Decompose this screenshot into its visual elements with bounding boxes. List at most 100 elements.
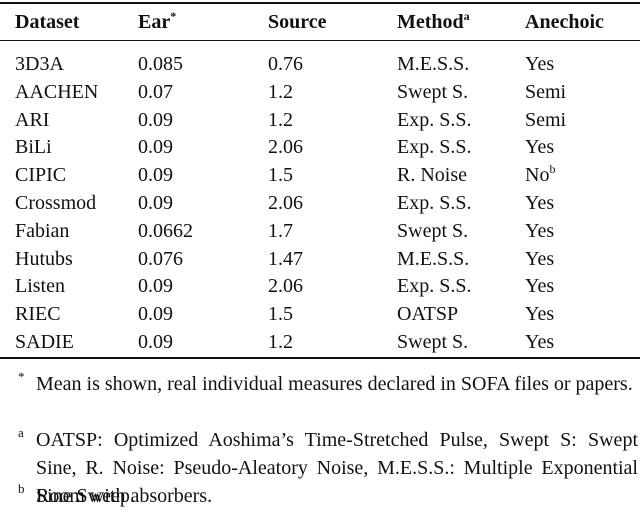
table-cell: 1.5 [268, 163, 293, 187]
table-cell: 1.2 [268, 108, 293, 132]
cell-text: 2.06 [268, 192, 303, 214]
table-cell: 0.09 [138, 108, 173, 132]
superscript: b [549, 162, 556, 177]
cell-text: 0.07 [138, 80, 173, 103]
footnote-mark: * [18, 369, 25, 384]
cell-text: Swept S. [397, 331, 469, 353]
cell-text: Ear [138, 11, 171, 33]
header-cell: Source [268, 10, 327, 34]
cell-text: Source [268, 11, 327, 33]
header-rule [0, 40, 640, 41]
table-cell: Yes [525, 191, 554, 215]
cell-text: Method [397, 11, 464, 33]
cell-text: OATSP [397, 303, 459, 326]
cell-text: 0.09 [138, 136, 173, 159]
table-cell: Swept S. [397, 80, 468, 104]
cell-text: Exp. S.S. [397, 136, 472, 159]
table-cell: Semi [525, 108, 566, 132]
cell-text: Anechoic [525, 11, 604, 33]
table-cell: 1.2 [268, 80, 293, 104]
cell-text: CIPIC [15, 164, 67, 187]
cell-text: 2.06 [268, 136, 303, 159]
cell-text: 0.09 [138, 164, 173, 187]
table-cell: 2.06 [268, 135, 303, 159]
table-cell: Exp. S.S. [397, 191, 471, 215]
cell-text: Yes [525, 247, 555, 270]
table-cell: CIPIC [15, 163, 66, 187]
cell-text: No [525, 164, 550, 187]
table-cell: 1.47 [268, 247, 303, 271]
table-cell: Yes [525, 219, 554, 243]
cell-text: 0.76 [268, 53, 303, 75]
superscript: a [463, 9, 470, 23]
cell-text: Hutubs [15, 247, 73, 270]
table-cell: 1.7 [268, 219, 293, 243]
cell-text: BiLi [15, 136, 52, 159]
table-cell: 0.09 [138, 191, 173, 215]
table-cell: Swept S. [397, 330, 468, 354]
table-cell: 0.09 [138, 274, 173, 298]
cell-text: Swept S. [397, 219, 469, 242]
cell-text: 0.09 [138, 331, 173, 353]
cell-text: 1.5 [268, 303, 293, 326]
cell-text: 1.47 [268, 247, 303, 270]
table-cell: Yes [525, 302, 554, 326]
table-cell: 0.76 [268, 52, 303, 76]
table-cell: Swept S. [397, 219, 468, 243]
cell-text: M.E.S.S. [397, 247, 470, 270]
table-cell: M.E.S.S. [397, 52, 469, 76]
cell-text: 0.09 [138, 192, 173, 214]
table-cell: SADIE [15, 330, 74, 354]
cell-text: Yes [525, 275, 555, 298]
table-cell: M.E.S.S. [397, 247, 469, 271]
table-cell: Nob [525, 163, 555, 187]
cell-text: Swept S. [397, 80, 469, 103]
cell-text: 3D3A [15, 53, 64, 75]
cell-text: 1.2 [268, 80, 293, 103]
cell-text: Yes [525, 136, 555, 159]
cell-text: Exp. S.S. [397, 108, 472, 131]
table-cell: Yes [525, 52, 554, 76]
table-cell: RIEC [15, 302, 61, 326]
header-cell: Anechoic [525, 10, 604, 34]
cell-text: 1.5 [268, 164, 293, 187]
table-cell: Exp. S.S. [397, 135, 471, 159]
table-cell: Yes [525, 330, 554, 354]
table-cell: 0.0662 [138, 219, 193, 243]
table-cell: Yes [525, 135, 554, 159]
table-cell: 0.09 [138, 163, 173, 187]
table-cell: BiLi [15, 135, 52, 159]
table-cell: Exp. S.S. [397, 108, 471, 132]
table-cell: Semi [525, 80, 566, 104]
cell-text: 0.09 [138, 275, 173, 298]
cell-text: Yes [525, 331, 555, 353]
cell-text: Yes [525, 219, 555, 242]
header-cell: Dataset [15, 10, 79, 34]
cell-text: 1.7 [268, 219, 293, 242]
cell-text: SADIE [15, 331, 74, 353]
table-cell: 0.09 [138, 330, 173, 354]
cell-text: Exp. S.S. [397, 192, 472, 214]
cell-text: Fabian [15, 219, 70, 242]
table-cell: 1.5 [268, 302, 293, 326]
footnote-text: Mean is shown, real individual measures … [36, 373, 633, 395]
cell-text: 0.0662 [138, 219, 193, 242]
table-cell: Fabian [15, 219, 69, 243]
table-cell: Yes [525, 274, 554, 298]
top-rule [0, 2, 640, 4]
cell-text: 2.06 [268, 275, 303, 298]
cell-text: Listen [15, 275, 65, 298]
table-cell: Listen [15, 274, 65, 298]
cell-text: Exp. S.S. [397, 275, 472, 298]
cell-text: 0.076 [138, 247, 183, 270]
table-cell: ARI [15, 108, 49, 132]
table-cell: 3D3A [15, 52, 64, 76]
table-cell: 0.09 [138, 135, 173, 159]
table-cell: AACHEN [15, 80, 98, 104]
table-cell: 2.06 [268, 191, 303, 215]
cell-text: RIEC [15, 303, 61, 326]
footnote-mark: b [18, 481, 25, 496]
table-cell: 0.085 [138, 52, 183, 76]
table-cell: 0.09 [138, 302, 173, 326]
